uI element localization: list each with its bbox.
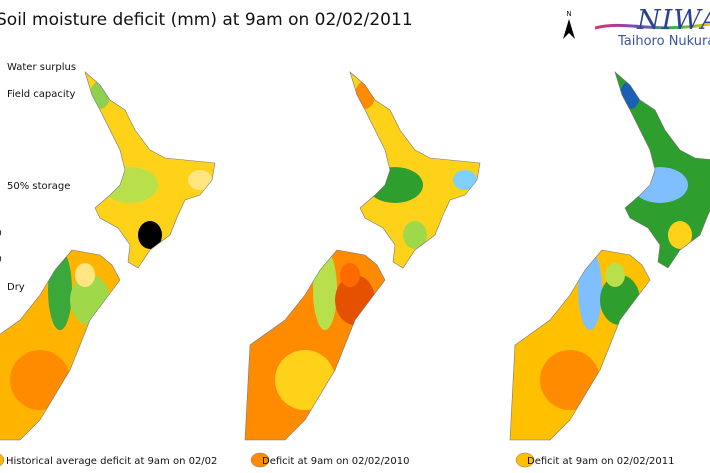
north-label: N <box>566 10 572 18</box>
map-2 <box>509 71 710 468</box>
legend-tick: 0 <box>0 229 2 239</box>
map-caption-2010: Deficit at 9am on 02/02/2010 <box>262 456 410 467</box>
page-title: Soil moisture deficit (mm) at 9am on 02/… <box>0 10 413 30</box>
north-arrow: N <box>562 10 576 44</box>
moisture-patch <box>668 221 692 249</box>
moisture-patch <box>605 263 625 287</box>
legend-50-storage: 50% storage <box>7 181 71 192</box>
moisture-patch <box>540 350 600 410</box>
moisture-patch <box>75 263 95 287</box>
moisture-patch <box>403 221 427 249</box>
map-0 <box>0 71 216 467</box>
moisture-patch <box>10 350 70 410</box>
moisture-patch <box>102 167 158 203</box>
legend-dry: Dry <box>7 282 25 293</box>
stewart-island <box>0 453 5 467</box>
moisture-patch <box>48 250 72 330</box>
moisture-patch <box>367 167 423 203</box>
legend-water-surplus: Water surplus <box>7 62 77 73</box>
moisture-patch <box>578 250 602 330</box>
moisture-patch <box>275 350 335 410</box>
niwa-logo: NIWA <box>637 5 710 36</box>
legend-field-capacity: Field capacity <box>7 89 76 100</box>
moisture-patch <box>188 170 212 190</box>
north-arrow-icon <box>563 19 575 39</box>
moisture-patch <box>138 221 162 249</box>
moisture-patch <box>313 250 337 330</box>
moisture-patch <box>632 167 688 203</box>
stewart-island <box>250 452 270 468</box>
legend-tick: 0 <box>0 255 2 265</box>
moisture-patch <box>340 263 360 287</box>
niwa-tagline: Taihoro Nukurangi <box>618 34 710 49</box>
south-island <box>245 250 385 440</box>
moisture-patch <box>453 170 477 190</box>
map-caption-historical: Historical average deficit at 9am on 02/… <box>6 456 218 467</box>
niwa-swoosh-icon <box>595 22 710 30</box>
map-1 <box>244 71 481 468</box>
stewart-island <box>515 452 535 468</box>
south-island <box>510 250 650 440</box>
map-caption-2011: Deficit at 9am on 02/02/2011 <box>527 456 675 467</box>
